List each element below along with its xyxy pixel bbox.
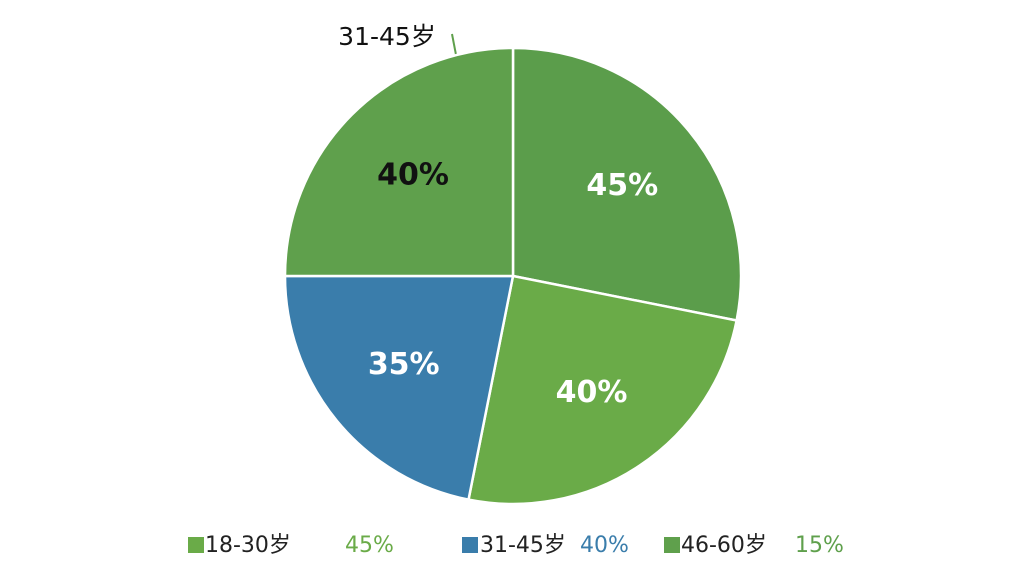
slice-label: 40% (377, 158, 449, 193)
legend-swatch (664, 537, 680, 553)
legend-value: 45% (345, 533, 394, 558)
callout-label: 31-45岁 (338, 22, 436, 51)
slice-label: 35% (368, 347, 440, 382)
slice-label: 45% (586, 168, 658, 203)
legend-label: 46-60岁 (681, 533, 767, 558)
slice-label: 40% (556, 375, 628, 410)
legend-value: 15% (795, 533, 844, 558)
pie-slice (283, 46, 515, 278)
legend-swatch (462, 537, 478, 553)
pie-slice (511, 46, 743, 322)
legend-swatch (188, 537, 204, 553)
pie-slice (467, 274, 739, 506)
pie-slice (283, 274, 515, 502)
legend-label: 31-45岁 (480, 533, 566, 558)
legend-value: 40% (580, 533, 629, 558)
legend-label: 18-30岁 (205, 533, 291, 558)
